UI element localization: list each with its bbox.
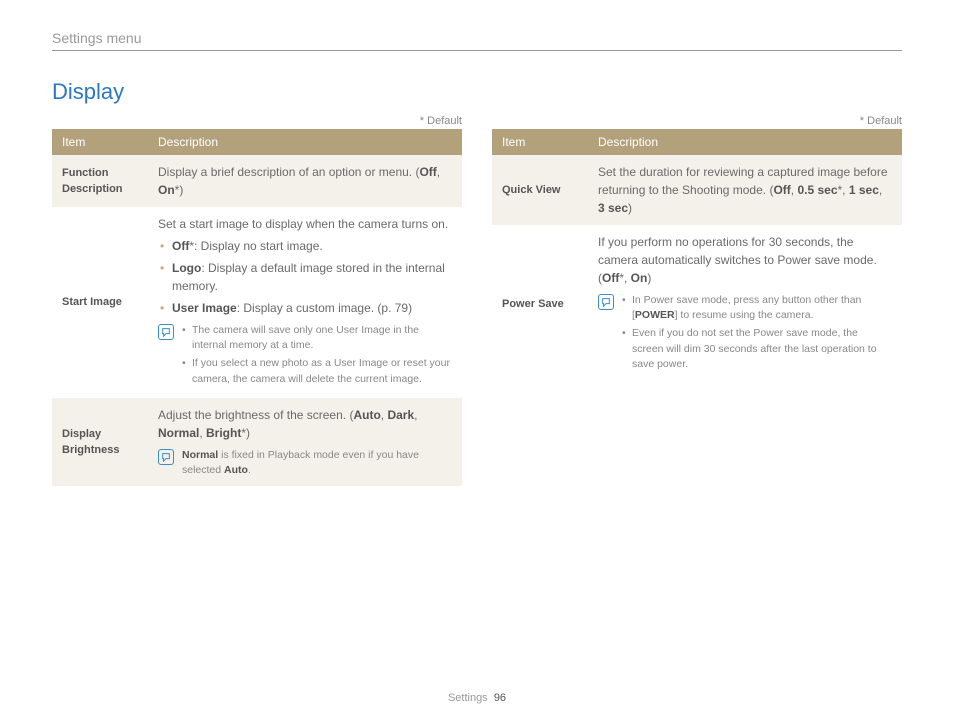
item-label: Function Description <box>52 155 148 207</box>
table-row: Function Description Display a brief des… <box>52 155 462 207</box>
text: . <box>248 464 251 476</box>
note-box: The camera will save only one User Image… <box>158 323 452 390</box>
option: Off <box>602 271 619 285</box>
item-desc: Set a start image to display when the ca… <box>148 207 462 398</box>
note-body: Normal is fixed in Playback mode even if… <box>182 448 452 478</box>
page-footer: Settings 96 <box>0 692 954 704</box>
col-item: Item <box>52 129 148 155</box>
text: , <box>879 183 882 197</box>
note-icon <box>598 294 614 310</box>
text: , <box>624 271 631 285</box>
page-title: Display <box>52 79 902 105</box>
note-item: The camera will save only one User Image… <box>182 323 452 353</box>
note-icon <box>158 324 174 340</box>
option: Normal <box>158 426 199 440</box>
list-item: Off*: Display no start image. <box>160 237 452 255</box>
list-item: User Image: Display a custom image. (p. … <box>160 299 452 317</box>
col-item: Item <box>492 129 588 155</box>
option-list: Off*: Display no start image. Logo: Disp… <box>158 237 452 317</box>
table-header-row: Item Description <box>492 129 902 155</box>
settings-table-right: Item Description Quick View Set the dura… <box>492 129 902 383</box>
note-item: Even if you do not set the Power save mo… <box>622 326 892 372</box>
item-label: Start Image <box>52 207 148 398</box>
text: , <box>414 408 417 422</box>
footer-label: Settings <box>448 692 488 704</box>
default-note-left: * Default <box>52 115 462 127</box>
item-label: Quick View <box>492 155 588 225</box>
note-icon <box>158 449 174 465</box>
note-item: In Power save mode, press any button oth… <box>622 293 892 323</box>
text: is fixed in Playback mode even if you ha… <box>182 449 419 476</box>
option: Off <box>773 183 790 197</box>
text: Normal <box>182 449 218 461</box>
item-label: Display Brightness <box>52 398 148 486</box>
text: : Display no start image. <box>194 239 323 253</box>
table-row: Quick View Set the duration for reviewin… <box>492 155 902 225</box>
item-desc: Display a brief description of an option… <box>148 155 462 207</box>
text: ) <box>179 183 183 197</box>
option: Bright <box>206 426 241 440</box>
item-desc: If you perform no operations for 30 seco… <box>588 225 902 383</box>
table-row: Power Save If you perform no operations … <box>492 225 902 383</box>
table-row: Start Image Set a start image to display… <box>52 207 462 398</box>
settings-table-left: Item Description Function Description Di… <box>52 129 462 486</box>
text: ) <box>246 426 250 440</box>
table-row: Display Brightness Adjust the brightness… <box>52 398 462 486</box>
option: User Image <box>172 301 237 315</box>
page-number: 96 <box>494 692 506 704</box>
option: On <box>158 183 175 197</box>
text: Adjust the brightness of the screen. ( <box>158 408 353 422</box>
note-body: The camera will save only one User Image… <box>182 323 452 390</box>
text: : Display a default image stored in the … <box>172 261 445 293</box>
note-body: In Power save mode, press any button oth… <box>622 293 892 375</box>
text: , <box>437 165 440 179</box>
right-column: * Default Item Description Quick View Se… <box>492 115 902 486</box>
text: , <box>199 426 206 440</box>
option: 3 sec <box>598 201 628 215</box>
breadcrumb: Settings menu <box>52 30 902 51</box>
option: Logo <box>172 261 201 275</box>
option: 0.5 sec <box>797 183 837 197</box>
col-desc: Description <box>148 129 462 155</box>
text: Auto <box>224 464 248 476</box>
item-desc: Adjust the brightness of the screen. (Au… <box>148 398 462 486</box>
text: ] to resume using the camera. <box>675 309 814 321</box>
table-header-row: Item Description <box>52 129 462 155</box>
content-columns: * Default Item Description Function Desc… <box>52 115 902 486</box>
text: Set a start image to display when the ca… <box>158 215 452 233</box>
note-box: Normal is fixed in Playback mode even if… <box>158 448 452 478</box>
text: : Display a custom image. (p. 79) <box>237 301 412 315</box>
option: Off <box>172 239 189 253</box>
item-label: Power Save <box>492 225 588 383</box>
col-desc: Description <box>588 129 902 155</box>
default-note-right: * Default <box>492 115 902 127</box>
text: ) <box>647 271 651 285</box>
option: Auto <box>353 408 380 422</box>
option: Dark <box>387 408 414 422</box>
option: On <box>631 271 648 285</box>
text: POWER <box>635 309 675 321</box>
item-desc: Set the duration for reviewing a capture… <box>588 155 902 225</box>
text: , <box>842 183 849 197</box>
note-box: In Power save mode, press any button oth… <box>598 293 892 375</box>
left-column: * Default Item Description Function Desc… <box>52 115 462 486</box>
note-item: If you select a new photo as a User Imag… <box>182 356 452 386</box>
text: ) <box>628 201 632 215</box>
text: Display a brief description of an option… <box>158 165 419 179</box>
option: Off <box>419 165 436 179</box>
list-item: Logo: Display a default image stored in … <box>160 259 452 295</box>
option: 1 sec <box>849 183 879 197</box>
